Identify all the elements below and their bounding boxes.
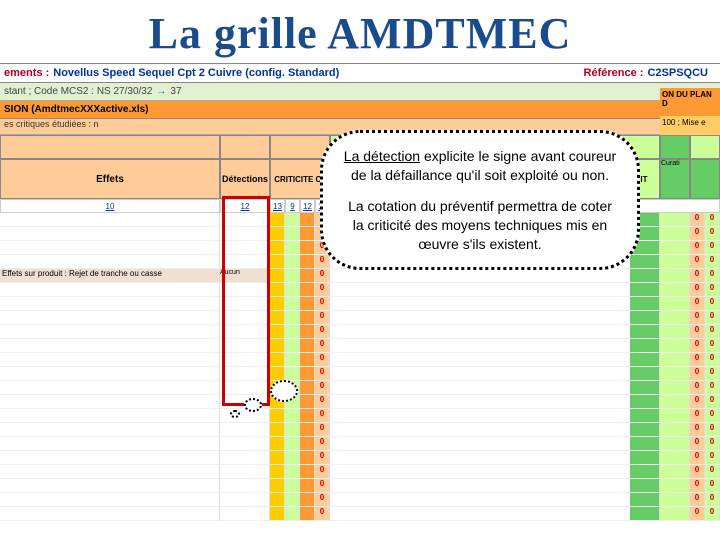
info-bar: stant ; Code MCS2 : NS 27/30/32 → 37	[0, 83, 720, 101]
table-row: 000	[0, 507, 720, 521]
table-row: 000	[0, 311, 720, 325]
num-13: 13	[270, 199, 285, 213]
table-row: 000	[0, 479, 720, 493]
table-row: 000	[0, 423, 720, 437]
table-row: 000	[0, 325, 720, 339]
col-extra	[690, 159, 720, 199]
table-row: 000	[0, 297, 720, 311]
slide-title: La grille AMDTMEC	[0, 0, 720, 63]
col-curati: Curati	[660, 159, 690, 199]
ref-label: Référence :	[580, 67, 648, 79]
table-row: 000	[0, 465, 720, 479]
right-panel-bottom: 100 ; Mise e	[660, 116, 720, 136]
ements-label: ements :	[0, 67, 53, 79]
num-12: 12	[220, 199, 270, 213]
bubble-tail-3	[230, 410, 240, 418]
bubble-p1: La détection explicite le signe avant co…	[341, 147, 619, 185]
table-row: 000	[0, 493, 720, 507]
table-row: 000	[0, 451, 720, 465]
table-row: 000	[0, 437, 720, 451]
col-detections: Détections	[220, 159, 270, 199]
table-row: Effets sur produit : Rejet de tranche ou…	[0, 269, 720, 283]
ref-value: C2SPSQCU	[647, 67, 720, 79]
thought-bubble: La détection explicite le signe avant co…	[320, 130, 640, 270]
bubble-tail-1	[270, 380, 298, 402]
header-bar: ements : Novellus Speed Sequel Cpt 2 Cui…	[0, 63, 720, 83]
col-effets: Effets	[0, 159, 220, 199]
num-10: 10	[0, 199, 220, 213]
bubble-p2: La cotation du préventif permettra de co…	[341, 197, 619, 254]
bubble-tail-2	[244, 398, 262, 412]
info-suffix: 37	[170, 86, 181, 97]
arrow-icon: →	[152, 86, 170, 97]
num-12b: 12	[300, 199, 315, 213]
right-panel-top: ON DU PLAN D	[660, 88, 720, 116]
table-row: 000	[0, 409, 720, 423]
ements-value: Novellus Speed Sequel Cpt 2 Cuivre (conf…	[53, 67, 351, 79]
sion-bar: SION (AmdtmecXXXactive.xls)	[0, 101, 720, 119]
table-row: 000	[0, 381, 720, 395]
info-prefix: stant ; Code MCS2 : NS 27/30/32	[4, 86, 152, 97]
table-row: 000	[0, 353, 720, 367]
table-row: 000	[0, 283, 720, 297]
table-row: 000	[0, 395, 720, 409]
table-row: 000	[0, 367, 720, 381]
num-9: 9	[285, 199, 300, 213]
table-row: 000	[0, 339, 720, 353]
